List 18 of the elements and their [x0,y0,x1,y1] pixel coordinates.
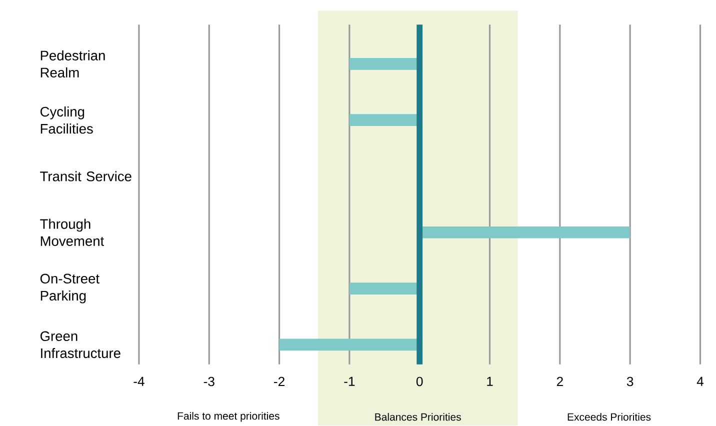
y-tick-label: On-Street Parking [40,274,100,304]
y-tick-label: Cycling Facilities [40,106,93,134]
band-label: Balances Priorities [375,412,461,421]
x-tick-label: 4 [696,376,704,386]
x-tick-label: 0 [416,376,423,386]
x-tick-label: -2 [274,376,284,386]
y-tick-label: Through Movement [40,218,104,246]
x-tick-label: 3 [626,376,634,386]
x-tick-label: 2 [556,376,563,386]
text: Exceeds Priorities [568,412,651,421]
x-tick-label: -3 [204,376,214,386]
y-tick-label: Green Infrastructure [40,331,120,358]
x-tick-label: 1 [487,376,493,386]
y-tick-label: Pedestrian Realm [40,50,105,78]
text: Fails to meet priorities [178,412,280,422]
x-tick-label: -1 [344,376,355,386]
x-tick-label: -4 [134,376,144,386]
y-tick-label: Transit Service [40,171,132,182]
